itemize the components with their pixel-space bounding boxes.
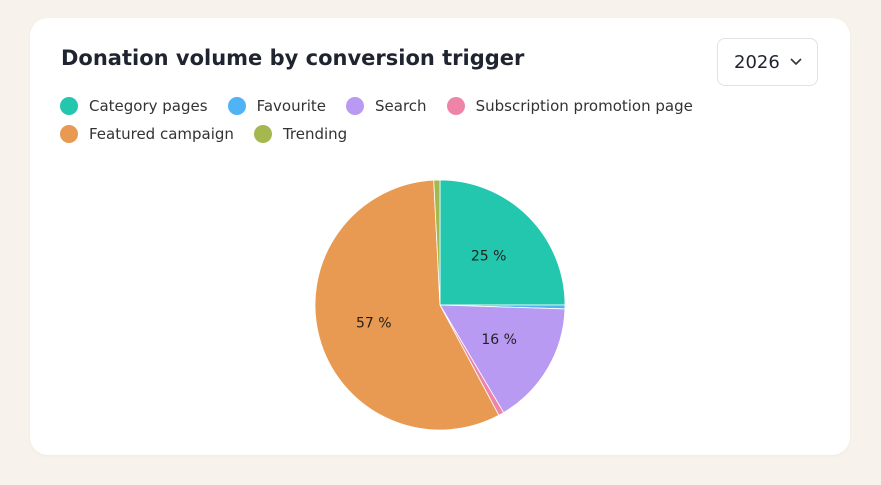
year-value: 2026 — [734, 51, 780, 73]
legend-label: Favourite — [256, 97, 327, 115]
pie-slice — [439, 304, 566, 414]
data-label: 16 % — [481, 332, 517, 348]
year-select[interactable]: 2026 — [717, 38, 818, 86]
chart: 25 % 16 % 57 % — [314, 179, 566, 431]
legend-dot — [60, 125, 78, 143]
chart-title: Donation volume by conversion trigger — [61, 46, 525, 70]
legend-dot — [446, 97, 465, 115]
legend-label: Subscription promotion page — [475, 97, 693, 115]
legend-item[interactable]: Category pages — [60, 96, 208, 116]
legend-dot — [227, 97, 246, 115]
legend-item[interactable]: Featured campaign — [60, 124, 234, 144]
legend-item[interactable]: Trending — [253, 124, 348, 144]
legend-dot — [60, 97, 78, 115]
data-label: 25 % — [471, 248, 507, 264]
legend-label: Search — [375, 97, 427, 115]
pie-slice — [433, 179, 441, 306]
legend-dot — [346, 97, 365, 115]
legend-label: Featured campaign — [89, 125, 234, 143]
legend-item[interactable]: Favourite — [227, 96, 327, 116]
chevron — [790, 58, 802, 66]
card: 25 % 16 % 57 % Donation volume by conversi… — [30, 18, 850, 455]
legend-item[interactable]: Search — [346, 96, 427, 116]
legend-item[interactable]: Subscription promotion page — [446, 96, 693, 116]
pie-slice — [314, 179, 500, 431]
pie-slice — [439, 179, 566, 306]
legend-label: Trending — [282, 125, 348, 143]
legend-dot — [253, 125, 272, 143]
data-label: 57 % — [356, 315, 392, 331]
legend-label: Category pages — [89, 97, 208, 115]
legend: Category pages Favourite Search Subscriptio… — [60, 96, 740, 144]
